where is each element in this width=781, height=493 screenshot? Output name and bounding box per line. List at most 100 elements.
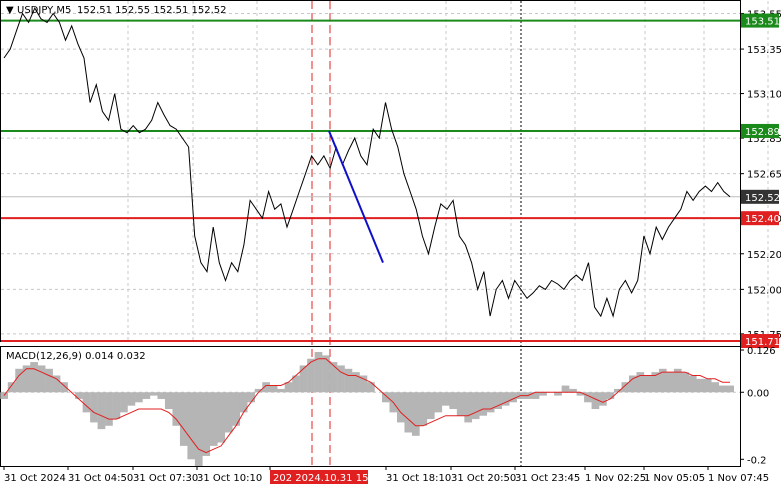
- macd-axis-label: 0.00: [747, 388, 769, 399]
- macd-bar: [486, 392, 495, 413]
- macd-bar: [164, 392, 173, 410]
- macd-bar: [112, 392, 121, 420]
- macd-bar: [30, 362, 38, 393]
- price-tag-label: 152.52: [745, 193, 780, 204]
- time-axis-label: 31 Oct 07:30: [133, 473, 198, 484]
- macd-bar: [307, 358, 315, 393]
- macd-bar: [726, 385, 735, 393]
- macd-bar: [90, 392, 98, 423]
- macd-bar: [179, 392, 188, 446]
- price-tag-label: 152.89: [745, 127, 780, 138]
- macd-bar: [22, 365, 31, 393]
- macd-label: MACD(12,26,9) 0.014 0.032: [6, 351, 146, 362]
- macd-bar: [703, 378, 712, 393]
- macd-bar: [584, 392, 592, 403]
- macd-bar: [696, 378, 705, 393]
- macd-bar: [539, 392, 547, 396]
- price-tags: 153.51 152.89 152.52 152.40 151.71: [741, 13, 780, 348]
- time-axis-label: 31 Oct 18:10: [386, 473, 451, 484]
- macd-bar: [344, 368, 353, 393]
- macd-bar: [209, 392, 218, 446]
- macd-bar: [120, 392, 128, 413]
- macd-bar: [262, 382, 270, 393]
- macd-bar: [434, 392, 443, 413]
- time-axis-label: 31 Oct 04:50: [68, 473, 133, 484]
- main-pane[interactable]: [0, 0, 741, 342]
- macd-bar: [569, 388, 577, 393]
- macd-bar: [531, 392, 540, 399]
- macd-bar: [247, 392, 255, 403]
- macd-bar: [396, 392, 405, 423]
- macd-bar: [292, 375, 300, 393]
- macd-bar: [52, 375, 61, 393]
- main-grid: [1, 1, 769, 341]
- macd-bar: [404, 392, 413, 433]
- price-tag: [741, 123, 779, 138]
- macd-pane[interactable]: [0, 346, 741, 467]
- macd-bar: [269, 385, 278, 393]
- macd-bar: [382, 392, 390, 403]
- macd-histogram: [0, 352, 735, 466]
- macd-bar: [576, 392, 585, 396]
- macd-bar: [501, 392, 510, 406]
- time-axis: 31 Oct 2024 31 Oct 04:50 31 Oct 07:30 31 Oc…: [3, 466, 769, 484]
- macd-bar: [142, 392, 151, 399]
- macd-bar: [666, 372, 675, 393]
- time-axis-label: 31 Oct 2024: [4, 473, 66, 484]
- macd-bar: [606, 392, 615, 399]
- macd-bar: [75, 392, 83, 399]
- time-axis-label: 1 Nov 07:45: [708, 473, 769, 484]
- time-axis-label: 1 Nov 02:25: [585, 473, 646, 484]
- macd-bar: [127, 392, 136, 406]
- macd-bar: [359, 375, 368, 393]
- macd-bar: [449, 392, 458, 410]
- price-tag: [741, 211, 779, 226]
- macd-bar: [643, 375, 652, 393]
- macd-bar: [479, 392, 488, 416]
- macd-bar: [464, 392, 473, 423]
- macd-bar: [277, 388, 285, 393]
- macd-bar: [688, 375, 697, 393]
- macd-bar: [441, 392, 450, 406]
- price-tag-label: 151.71: [745, 337, 780, 348]
- macd-bar: [367, 382, 375, 393]
- symbol-label: USDJPY,M5: [17, 5, 71, 16]
- price-axis-label: 153.35: [747, 45, 781, 56]
- macd-bar: [157, 392, 166, 399]
- macd-bar: [217, 392, 226, 443]
- price-tag-label: 153.51: [745, 17, 780, 28]
- price-tag-label: 152.40: [745, 214, 780, 225]
- time-axis-label: 1 Nov 05:05: [644, 473, 705, 484]
- macd-bar: [194, 392, 203, 466]
- time-axis-label: 31 Oct 20:50: [451, 473, 516, 484]
- price-axis-label: 152.85: [747, 134, 781, 145]
- price-axis-label: 152.65: [747, 170, 781, 181]
- macd-bar: [494, 392, 502, 410]
- triangle-down-icon[interactable]: ▼: [6, 5, 14, 16]
- macd-bar: [322, 355, 330, 393]
- macd-bar: [426, 392, 435, 420]
- macd-bar: [599, 392, 607, 406]
- price-tag: [741, 13, 779, 28]
- macd-axis-label: 0.126: [747, 346, 776, 357]
- ohlc-readout: 152.51 152.55 152.51 152.52: [77, 5, 227, 16]
- macd-bar: [97, 392, 106, 430]
- macd-bar: [202, 392, 211, 456]
- time-axis-label: 31 Oct 23:45: [515, 473, 580, 484]
- macd-bar: [419, 392, 428, 426]
- macd-bar: [224, 392, 233, 433]
- macd-bar: [591, 392, 600, 410]
- macd-bar: [7, 382, 16, 393]
- macd-bar: [658, 368, 667, 393]
- macd-bar: [329, 362, 338, 393]
- price-axis-label: 153.10: [747, 90, 781, 101]
- price-tag: [741, 189, 779, 204]
- price-axis-label: 152.20: [747, 250, 781, 261]
- macd-bar: [314, 352, 323, 393]
- trendline[interactable]: [328, 130, 384, 264]
- macd-bar: [187, 392, 196, 460]
- macd-bar: [337, 365, 345, 393]
- price-tag: [741, 334, 779, 348]
